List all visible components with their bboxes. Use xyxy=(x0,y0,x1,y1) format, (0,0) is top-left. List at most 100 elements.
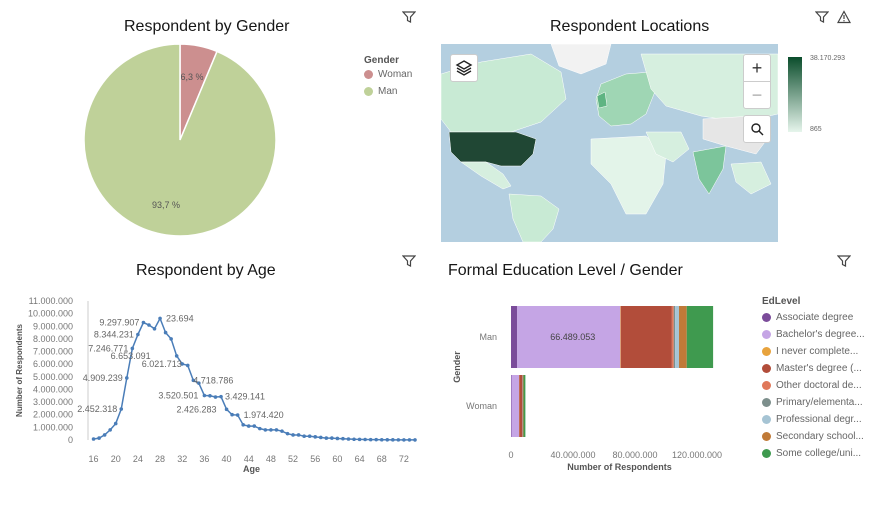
age-data-point[interactable] xyxy=(136,332,140,337)
age-data-point[interactable] xyxy=(341,436,345,441)
filter-icon[interactable] xyxy=(402,10,416,24)
age-data-point[interactable] xyxy=(346,437,351,441)
age-data-point[interactable] xyxy=(219,394,223,399)
legend-item-edlevel[interactable]: Other doctoral de... xyxy=(762,377,865,394)
bar-segment[interactable] xyxy=(511,375,520,437)
age-data-point[interactable] xyxy=(158,316,162,321)
age-data-point[interactable] xyxy=(291,433,295,437)
age-series-line[interactable] xyxy=(93,316,416,441)
map-color-scale xyxy=(788,57,802,132)
legend-item-edlevel[interactable]: Some college/uni... xyxy=(762,445,865,462)
age-data-point[interactable] xyxy=(252,424,257,428)
bar-segment[interactable] xyxy=(519,375,523,437)
age-data-point[interactable] xyxy=(363,437,367,442)
age-data-point[interactable] xyxy=(379,437,384,442)
age-data-point[interactable] xyxy=(335,436,340,441)
age-data-point[interactable] xyxy=(330,436,334,440)
age-data-point[interactable] xyxy=(213,395,218,399)
age-data-point[interactable] xyxy=(246,424,251,428)
age-data-point[interactable] xyxy=(163,330,168,335)
legend-item-edlevel[interactable]: Master's degree (... xyxy=(762,360,865,377)
legend-item-man[interactable]: Man xyxy=(364,83,412,100)
age-data-point[interactable] xyxy=(274,428,279,432)
filter-icon[interactable] xyxy=(815,10,829,24)
age-data-point[interactable] xyxy=(318,435,323,440)
bar-segment[interactable] xyxy=(523,375,526,437)
filter-icon[interactable] xyxy=(402,254,416,268)
age-data-point[interactable] xyxy=(202,393,207,398)
age-data-point[interactable] xyxy=(102,433,107,437)
age-data-point[interactable] xyxy=(141,320,146,325)
age-data-point[interactable] xyxy=(169,337,173,341)
age-data-point[interactable] xyxy=(313,435,318,439)
age-data-point[interactable] xyxy=(413,438,417,442)
bar-segment[interactable] xyxy=(673,306,676,368)
age-data-point[interactable] xyxy=(185,363,190,368)
age-data-point[interactable] xyxy=(174,354,179,358)
age-data-point[interactable] xyxy=(391,438,395,442)
age-data-point[interactable] xyxy=(147,323,151,327)
bar-segment[interactable] xyxy=(679,306,687,368)
age-data-point[interactable] xyxy=(357,437,362,442)
age-data-point[interactable] xyxy=(241,423,245,427)
age-data-point[interactable] xyxy=(180,362,185,366)
bar-segment[interactable] xyxy=(522,375,524,437)
age-data-point[interactable] xyxy=(352,437,356,442)
bar-segment[interactable] xyxy=(620,306,621,368)
age-data-point[interactable] xyxy=(113,421,118,426)
legend-item-edlevel[interactable]: Bachelor's degree... xyxy=(762,326,865,343)
zoom-out-button[interactable]: − xyxy=(743,81,771,109)
age-data-point[interactable] xyxy=(124,376,129,380)
age-data-point[interactable] xyxy=(197,381,201,385)
age-data-point[interactable] xyxy=(285,431,290,436)
age-data-point[interactable] xyxy=(302,434,306,439)
filter-icon[interactable] xyxy=(837,254,851,268)
legend-item-edlevel[interactable]: I never complete... xyxy=(762,343,865,360)
age-data-point[interactable] xyxy=(374,437,379,442)
age-data-point[interactable] xyxy=(130,346,135,351)
world-map[interactable]: + − xyxy=(441,44,778,242)
age-data-point[interactable] xyxy=(263,428,268,432)
bar-segment[interactable] xyxy=(620,306,672,368)
age-data-point[interactable] xyxy=(385,438,390,442)
bar-segment[interactable] xyxy=(686,306,714,368)
age-data-point[interactable] xyxy=(224,407,229,412)
age-data-point[interactable] xyxy=(208,393,212,398)
age-data-point[interactable] xyxy=(280,429,284,433)
warning-icon[interactable] xyxy=(837,10,851,24)
legend-item-edlevel[interactable]: Associate degree xyxy=(762,309,865,326)
age-data-point[interactable] xyxy=(235,413,240,417)
age-data-point[interactable] xyxy=(191,378,196,383)
map-search-button[interactable] xyxy=(743,115,771,143)
bar-segment[interactable] xyxy=(511,306,518,368)
age-data-point[interactable] xyxy=(402,438,406,442)
age-data-point[interactable] xyxy=(307,434,312,439)
bar-segment[interactable] xyxy=(511,375,512,437)
age-data-point[interactable] xyxy=(230,412,234,417)
layers-button[interactable] xyxy=(450,54,478,82)
age-data-point[interactable] xyxy=(324,436,329,440)
age-data-point[interactable] xyxy=(269,428,273,432)
age-data-point[interactable] xyxy=(258,426,262,431)
age-data-point[interactable] xyxy=(91,437,96,441)
zoom-in-button[interactable]: + xyxy=(743,54,771,82)
age-data-point[interactable] xyxy=(152,327,157,331)
age-data-point[interactable] xyxy=(119,407,124,411)
age-data-point[interactable] xyxy=(407,438,412,442)
legend-swatch xyxy=(762,398,771,407)
age-data-point[interactable] xyxy=(108,428,112,432)
legend-item-woman[interactable]: Woman xyxy=(364,66,412,83)
bar-segment[interactable] xyxy=(523,375,524,437)
legend-item-edlevel[interactable]: Primary/elementa... xyxy=(762,394,865,411)
pie-slice-man[interactable] xyxy=(83,44,277,237)
age-data-point[interactable] xyxy=(368,437,373,442)
age-data-point[interactable] xyxy=(396,438,401,442)
age-data-point[interactable] xyxy=(296,433,301,437)
bar-segment[interactable] xyxy=(671,306,674,368)
bar-segment[interactable] xyxy=(517,306,621,368)
age-data-point[interactable] xyxy=(97,436,101,440)
bar-segment[interactable] xyxy=(675,306,680,368)
legend-item-edlevel[interactable]: Professional degr... xyxy=(762,411,865,428)
x-tick-label: 72 xyxy=(399,454,409,464)
legend-item-edlevel[interactable]: Secondary school... xyxy=(762,428,865,445)
